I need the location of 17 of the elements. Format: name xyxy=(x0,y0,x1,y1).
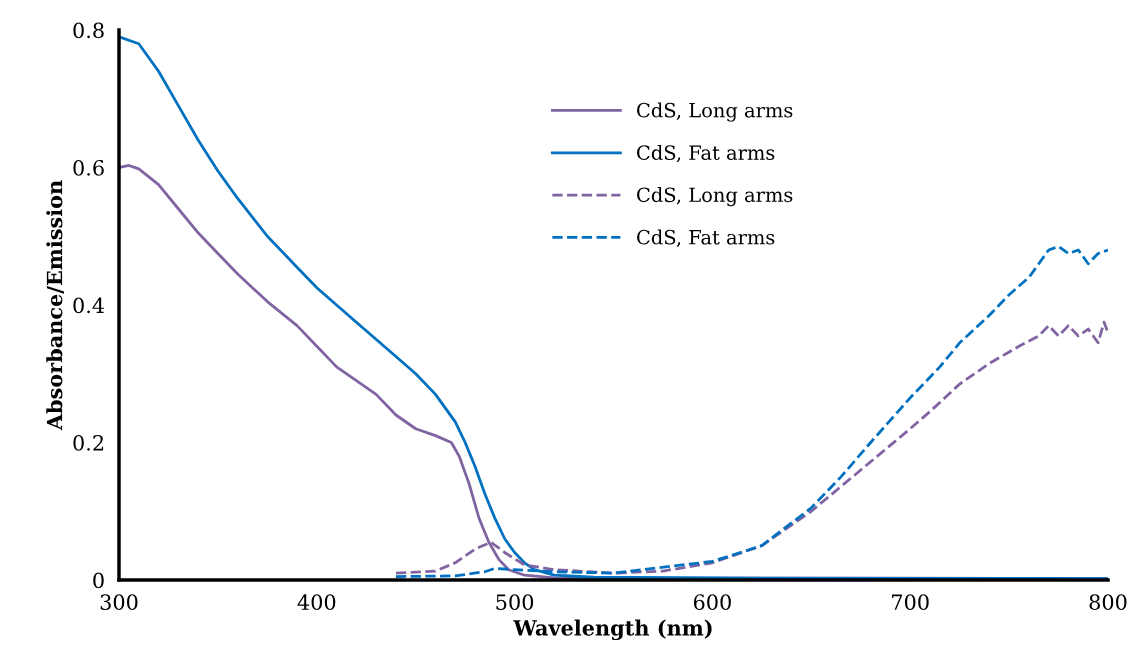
x-tick-label: 800 xyxy=(1089,594,1127,611)
y-tick-label: 0 xyxy=(93,572,104,589)
legend-label: CdS, Fat arms xyxy=(637,144,775,163)
x-tick-label: 600 xyxy=(693,594,731,611)
y-tick-label: 0.8 xyxy=(73,22,104,39)
y-tick-label: 0.4 xyxy=(73,297,105,314)
x-tick-label: 700 xyxy=(892,594,929,611)
legend-label: CdS, Long arms xyxy=(637,187,793,207)
y-axis-title: Absorbance/Emission xyxy=(46,180,65,431)
y-tick-label: 0.2 xyxy=(73,434,104,451)
x-axis-title: Wavelength (nm) xyxy=(513,619,712,641)
x-tick-label: 300 xyxy=(100,594,138,611)
x-tick-label: 500 xyxy=(496,594,534,611)
legend-label: CdS, Long arms xyxy=(637,102,793,122)
legend-label: CdS, Fat arms xyxy=(637,229,775,247)
y-tick-label: 0.6 xyxy=(73,159,104,176)
x-tick-label: 400 xyxy=(297,594,336,611)
